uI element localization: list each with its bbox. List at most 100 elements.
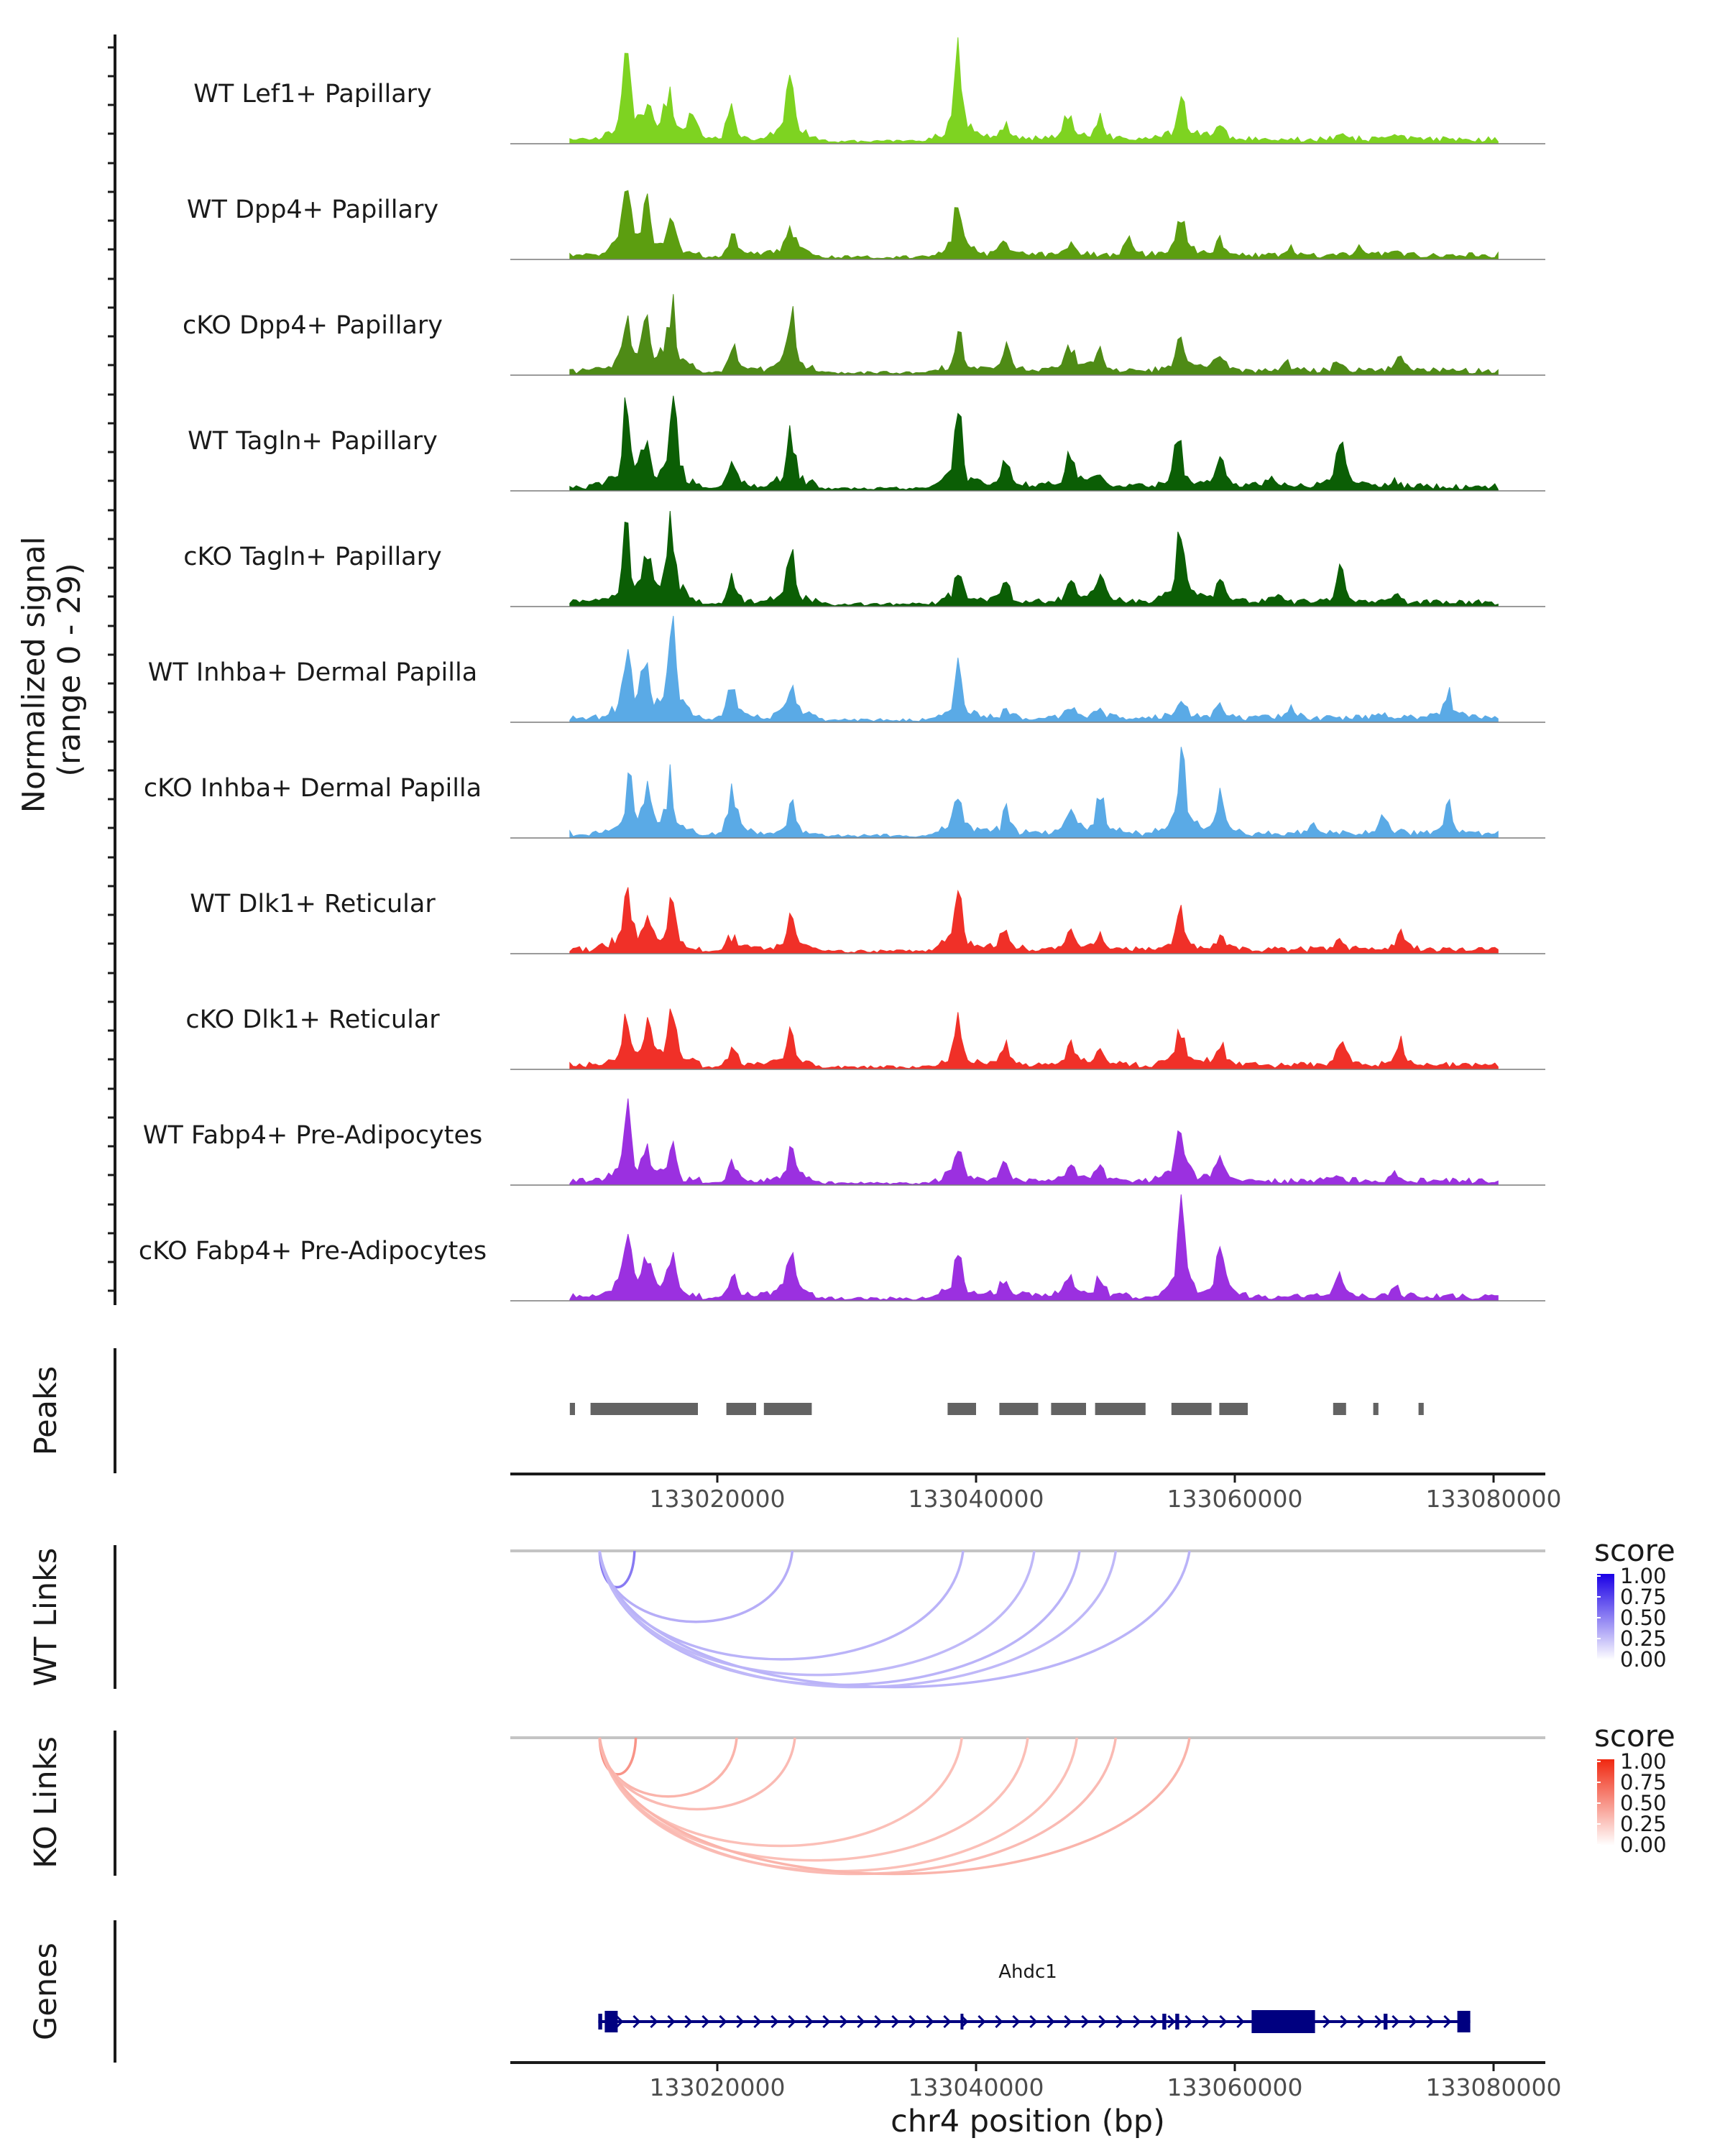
gene-strand-arrow — [1029, 2014, 1038, 2029]
x-tick-label-0: 133020000 — [650, 2073, 786, 2101]
gene-strand-arrow — [1184, 2014, 1193, 2029]
peak-region-7 — [1095, 1403, 1146, 1415]
gene-strand-arrow — [615, 2014, 624, 2029]
peak-region-9 — [1219, 1403, 1248, 1415]
coverage-y-axis-ticks — [108, 46, 115, 1292]
link-arc-1-5 — [598, 1737, 1079, 1873]
gene-strand-arrow — [1012, 2014, 1021, 2029]
gene-strand-arrow — [1443, 2014, 1452, 2029]
peak-regions — [569, 1403, 1424, 1415]
coverage-track-label-9: WT Fabp4+ Pre-Adipocytes — [143, 1121, 482, 1150]
link-arc-0-5 — [598, 1550, 1118, 1689]
coverage-track-2: cKO Dpp4+ Papillary — [183, 294, 1545, 376]
peak-region-5 — [999, 1403, 1039, 1415]
gene-strand-arrow — [1219, 2014, 1228, 2029]
gene-strand-arrow — [1357, 2014, 1366, 2029]
gene-strand-arrow — [1322, 2014, 1331, 2029]
gene-strand-arrow — [1133, 2014, 1141, 2029]
coverage-track-1: WT Dpp4+ Papillary — [187, 190, 1545, 260]
coverage-track-8: cKO Dlk1+ Reticular — [185, 1005, 1545, 1070]
legend-title-1: score — [1594, 1718, 1675, 1754]
peak-region-2 — [726, 1403, 756, 1415]
gene-strand-arrow — [857, 2014, 865, 2029]
x-tick-label-2: 133060000 — [1167, 1485, 1303, 1513]
gene-strand-arrow — [822, 2014, 831, 2029]
x-axis-top: 133020000 133040000 133060000 133080000 — [650, 1474, 1562, 1513]
gene-exon-7 — [1457, 2011, 1471, 2032]
coverage-y-axis-title-line1: Normalized signal — [16, 536, 52, 813]
legend-tick-label-0-2: 0.50 — [1620, 1606, 1667, 1630]
genes-panel: Genes Ahdc1 133020000 133040000 133060000 1… — [28, 1920, 1561, 2139]
peak-region-3 — [763, 1403, 812, 1415]
x-axis-title: chr4 position (bp) — [891, 2104, 1165, 2139]
x-axis-bottom: 133020000 133040000 133060000 133080000 — [650, 2063, 1561, 2101]
gene-exon-2 — [960, 2014, 964, 2030]
gene-strand-arrow — [788, 2014, 796, 2029]
legend-tick-label-1-2: 0.50 — [1620, 1791, 1667, 1815]
gene-strand-arrow — [908, 2014, 917, 2029]
coverage-track-4: cKO Tagln+ Papillary — [183, 510, 1545, 607]
x-tick-label-1: 133040000 — [908, 1485, 1044, 1513]
coverage-signal-3 — [569, 395, 1499, 492]
link-arc-1-7 — [598, 1737, 1191, 1876]
link-arc-0-2 — [598, 1550, 965, 1661]
coverage-track-7: WT Dlk1+ Reticular — [190, 887, 1545, 954]
gene-strand-arrow — [1167, 2014, 1176, 2029]
coverage-track-6: cKO Inhba+ Dermal Papilla — [144, 747, 1545, 839]
gene-strand-arrow — [1081, 2014, 1090, 2029]
legend-tick-label-0-0: 1.00 — [1620, 1564, 1667, 1588]
gene-strand-arrow — [736, 2014, 745, 2029]
legend-tick-label-0-1: 0.75 — [1620, 1585, 1667, 1609]
gene-strand-arrow — [650, 2014, 658, 2029]
gene-model: Ahdc1 — [598, 1961, 1471, 2033]
coverage-track-label-0: WT Lef1+ Papillary — [193, 80, 432, 109]
links-track-label-0: WT Links — [28, 1548, 64, 1687]
gene-strand-arrow — [1046, 2014, 1055, 2029]
legend-title-0: score — [1594, 1533, 1675, 1568]
gene-exon-3 — [1162, 2014, 1167, 2030]
gene-exon-1 — [604, 2011, 618, 2032]
coverage-tracks: WT Lef1+ Papillary WT Dpp4+ Papillary cKO … — [139, 37, 1545, 1302]
gene-strand-arrow — [995, 2014, 1003, 2029]
legend-tick-label-1-3: 0.25 — [1620, 1812, 1667, 1836]
coverage-track-label-1: WT Dpp4+ Papillary — [187, 195, 438, 224]
gene-strand-arrow — [1409, 2014, 1417, 2029]
coverage-track-3: WT Tagln+ Papillary — [188, 395, 1545, 492]
gene-strand-arrow — [874, 2014, 883, 2029]
gene-strand-arrow — [632, 2014, 641, 2029]
coverage-panel: Normalized signal (range 0 - 29) WT Lef1… — [16, 34, 1545, 1305]
coverage-track-label-3: WT Tagln+ Papillary — [188, 427, 438, 456]
link-arc-0-6 — [598, 1550, 1191, 1689]
links-track-label-1: KO Links — [28, 1736, 64, 1869]
link-arc-1-3 — [598, 1737, 963, 1848]
gene-strand-arrow — [926, 2014, 934, 2029]
peak-region-12 — [1418, 1403, 1424, 1415]
gene-strand-arrow — [1116, 2014, 1124, 2029]
legend-tick-label-0-4: 0.00 — [1620, 1647, 1667, 1672]
gene-strand-arrow — [1098, 2014, 1107, 2029]
x-tick-label-3: 133080000 — [1426, 1485, 1562, 1513]
coverage-y-axis-title-line2: (range 0 - 29) — [52, 563, 88, 776]
gene-exon-5 — [1251, 2010, 1315, 2033]
gene-strand-arrow — [753, 2014, 762, 2029]
coverage-signal-9 — [569, 1098, 1499, 1186]
coverage-signal-4 — [569, 510, 1499, 607]
peak-region-11 — [1373, 1403, 1379, 1415]
coverage-track-5: WT Inhba+ Dermal Papilla — [148, 615, 1545, 723]
legend-tick-label-1-4: 0.00 — [1620, 1833, 1667, 1857]
link-arc-1-6 — [598, 1737, 1118, 1876]
gene-strand-arrow — [719, 2014, 727, 2029]
gene-strand-arrow — [1150, 2014, 1159, 2029]
coverage-signal-8 — [569, 1008, 1499, 1070]
coverage-signal-2 — [569, 294, 1499, 376]
coverage-track-label-2: cKO Dpp4+ Papillary — [183, 311, 443, 340]
gene-exon-4 — [1175, 2014, 1179, 2030]
coverage-track-label-7: WT Dlk1+ Reticular — [190, 890, 436, 918]
gene-strand-arrow — [891, 2014, 900, 2029]
coverage-track-0: WT Lef1+ Papillary — [193, 37, 1545, 144]
